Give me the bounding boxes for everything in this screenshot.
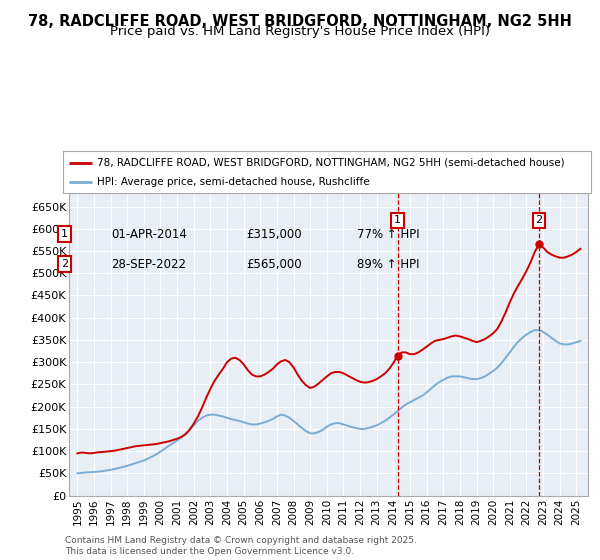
- Text: Price paid vs. HM Land Registry's House Price Index (HPI): Price paid vs. HM Land Registry's House …: [110, 25, 490, 38]
- Text: 01-APR-2014: 01-APR-2014: [111, 227, 187, 241]
- Text: HPI: Average price, semi-detached house, Rushcliffe: HPI: Average price, semi-detached house,…: [97, 177, 370, 187]
- Text: 1: 1: [394, 216, 401, 226]
- Text: 28-SEP-2022: 28-SEP-2022: [111, 258, 186, 271]
- Text: 78, RADCLIFFE ROAD, WEST BRIDGFORD, NOTTINGHAM, NG2 5HH: 78, RADCLIFFE ROAD, WEST BRIDGFORD, NOTT…: [28, 14, 572, 29]
- Text: Contains HM Land Registry data © Crown copyright and database right 2025.
This d: Contains HM Land Registry data © Crown c…: [65, 536, 416, 556]
- Text: £315,000: £315,000: [246, 227, 302, 241]
- Text: 1: 1: [61, 229, 68, 239]
- Text: 77% ↑ HPI: 77% ↑ HPI: [357, 227, 419, 241]
- Text: £565,000: £565,000: [246, 258, 302, 271]
- Text: 89% ↑ HPI: 89% ↑ HPI: [357, 258, 419, 271]
- Text: 2: 2: [61, 259, 68, 269]
- Text: 2: 2: [535, 216, 542, 226]
- Text: 78, RADCLIFFE ROAD, WEST BRIDGFORD, NOTTINGHAM, NG2 5HH (semi-detached house): 78, RADCLIFFE ROAD, WEST BRIDGFORD, NOTT…: [97, 157, 565, 167]
